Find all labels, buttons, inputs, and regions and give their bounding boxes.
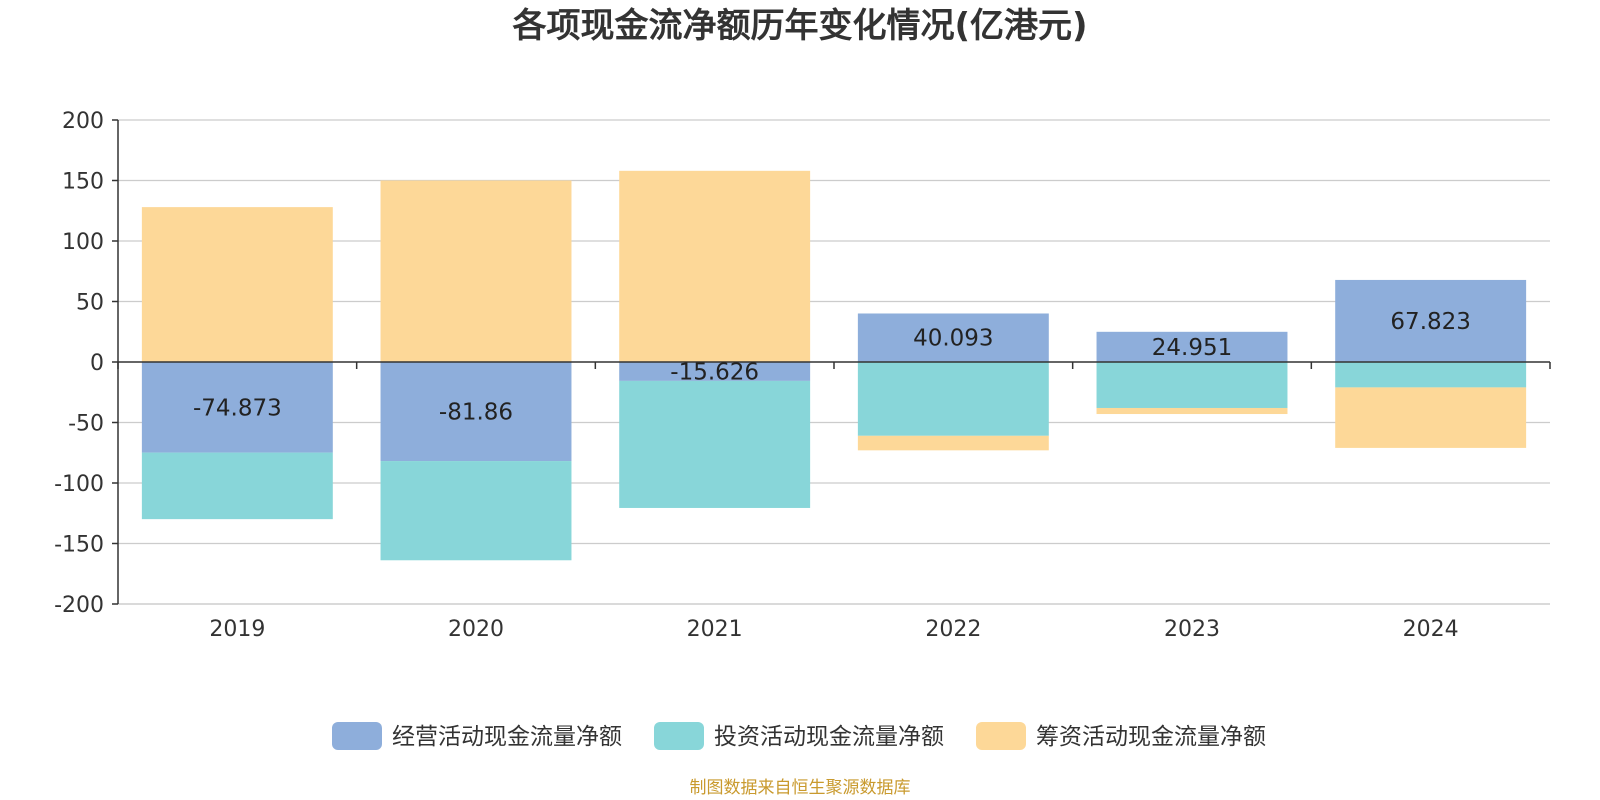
x-tick-label: 2022 (925, 617, 981, 642)
x-tick-label: 2021 (687, 617, 743, 642)
y-tick-label: -150 (54, 533, 104, 558)
y-tick-label: -50 (68, 412, 104, 437)
x-tick-label: 2023 (1164, 617, 1220, 642)
legend-item[interactable]: 经营活动现金流量净额 (332, 722, 622, 750)
data-label: 67.823 (1390, 309, 1470, 335)
x-tick-label: 2019 (209, 617, 265, 642)
axes: 200 150 100 50 0 -50 -100 -150 -200 2019 2020 2021 2… (54, 109, 1551, 642)
grid (118, 119, 1550, 605)
x-tick-label: 2024 (1403, 617, 1459, 642)
chart-title: 各项现金流净额历年变化情况(亿港元) (512, 6, 1087, 46)
y-tick-label: 50 (76, 291, 104, 316)
bar-segment[interactable] (857, 362, 1049, 436)
y-tick-label: 0 (90, 351, 104, 376)
bar-segment[interactable] (619, 380, 811, 508)
legend-swatch (654, 722, 704, 750)
bar-segment[interactable] (1096, 407, 1288, 415)
bar-segment[interactable] (619, 170, 811, 362)
data-label: -81.86 (439, 400, 513, 426)
data-label: 24.951 (1152, 335, 1232, 361)
bar-segment[interactable] (1096, 362, 1288, 408)
bar-segment[interactable] (380, 180, 572, 363)
bar-segment[interactable] (1335, 279, 1527, 362)
data-label: 40.093 (913, 326, 993, 352)
legend[interactable]: 经营活动现金流量净额 投资活动现金流量净额 筹资活动现金流量净额 (332, 722, 1266, 750)
bar-segment[interactable] (1335, 387, 1527, 448)
bar-segment[interactable] (619, 362, 811, 381)
y-tick-label: -200 (54, 593, 104, 618)
bar-segment[interactable] (1096, 331, 1288, 362)
y-tick-label: -100 (54, 472, 104, 497)
source-note: 制图数据来自恒生聚源数据库 (690, 778, 911, 798)
data-label: -15.626 (670, 359, 759, 385)
data-labels: -74.873 -81.86 -15.626 40.093 24.951 67.823 (193, 309, 1471, 426)
bar-segment[interactable] (141, 452, 333, 520)
legend-item[interactable]: 筹资活动现金流量净额 (976, 722, 1266, 750)
bar-segment[interactable] (380, 461, 572, 561)
legend-label: 筹资活动现金流量净额 (1036, 724, 1266, 750)
bar-segment[interactable] (380, 362, 572, 462)
legend-swatch (332, 722, 382, 750)
legend-label: 投资活动现金流量净额 (714, 724, 944, 750)
y-tick-label: 200 (62, 109, 104, 134)
data-label: -74.873 (193, 395, 282, 421)
bar-segment[interactable] (857, 313, 1049, 362)
bar-segment[interactable] (857, 435, 1049, 451)
bar-segment[interactable] (1335, 362, 1527, 388)
bar-segment[interactable] (141, 207, 333, 362)
legend-item[interactable]: 投资活动现金流量净额 (654, 722, 944, 750)
legend-swatch (976, 722, 1026, 750)
bars (141, 170, 1527, 561)
x-tick-label: 2020 (448, 617, 504, 642)
y-tick-label: 150 (62, 170, 104, 195)
bar-segment[interactable] (141, 362, 333, 453)
y-tick-label: 100 (62, 230, 104, 255)
legend-label: 经营活动现金流量净额 (392, 724, 622, 750)
